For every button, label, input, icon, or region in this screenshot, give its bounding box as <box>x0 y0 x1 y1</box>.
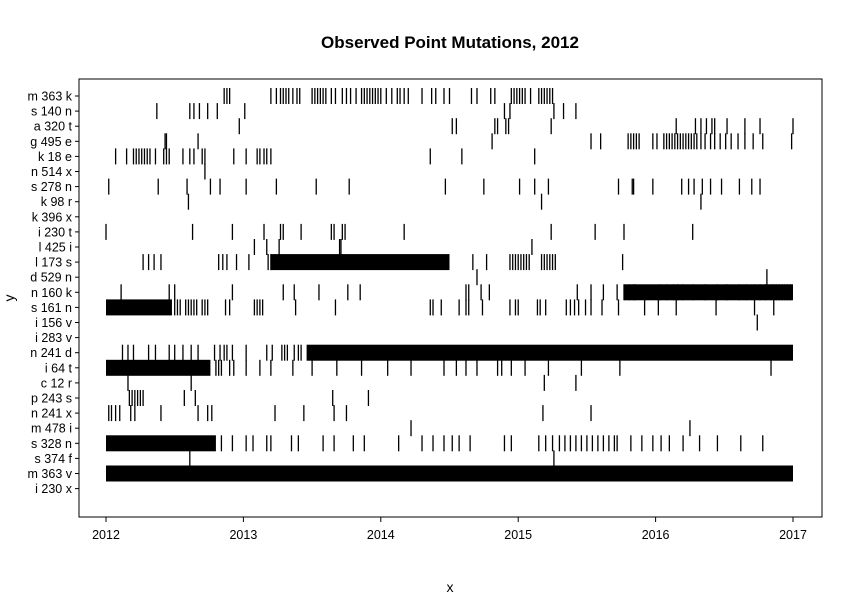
y-category-label: s 374 f <box>34 452 72 466</box>
x-tick-label: 2012 <box>92 528 120 542</box>
y-category-label: m 478 i <box>31 422 72 436</box>
tick-marks-group <box>75 95 79 490</box>
y-category-label: s 140 n <box>31 105 72 119</box>
x-tick-label: 2017 <box>779 528 807 542</box>
y-category-label: k 396 x <box>32 210 73 224</box>
x-tick-label: 2013 <box>229 528 257 542</box>
y-category-label: p 243 s <box>31 392 72 406</box>
y-axis-categories: m 363 ks 140 na 320 tg 495 ek 18 en 514 … <box>28 90 73 497</box>
y-category-label: l 173 s <box>35 256 72 270</box>
y-category-label: i 230 x <box>35 482 73 496</box>
chart-title: Observed Point Mutations, 2012 <box>321 33 579 52</box>
y-category-label: k 98 r <box>41 195 72 209</box>
y-category-label: k 18 e <box>38 150 72 164</box>
y-category-label: a 320 t <box>34 120 73 134</box>
mutation-dense-band <box>106 465 793 482</box>
mutation-dense-band <box>623 284 793 301</box>
x-tick-label: 2014 <box>367 528 395 542</box>
y-category-label: s 161 n <box>31 301 72 315</box>
y-category-label: s 328 n <box>31 437 72 451</box>
y-category-label: n 241 d <box>30 346 72 360</box>
y-category-label: s 278 n <box>31 180 72 194</box>
y-category-label: n 241 x <box>31 407 73 421</box>
data-marks-group <box>105 88 794 482</box>
plot-frame <box>78 78 823 518</box>
mutation-dense-band <box>270 254 450 271</box>
y-category-label: n 160 k <box>31 286 73 300</box>
mutation-dense-band <box>106 359 211 376</box>
y-category-label: i 64 t <box>45 361 73 375</box>
x-axis-ticks: 2012 2013 2014 2015 2016 2017 <box>92 517 807 542</box>
y-category-label: d 529 n <box>30 271 72 285</box>
mutation-dense-band <box>106 299 172 316</box>
y-category-label: i 283 v <box>35 331 73 345</box>
x-tick-label: 2016 <box>642 528 670 542</box>
y-category-label: n 514 x <box>31 165 73 179</box>
y-category-label: i 230 t <box>38 225 73 239</box>
y-category-label: l 425 i <box>39 241 72 255</box>
y-category-label: m 363 k <box>28 90 73 104</box>
y-category-label: g 495 e <box>30 135 72 149</box>
x-axis-label: x <box>447 579 454 595</box>
y-category-label: i 156 v <box>35 316 73 330</box>
x-tick-label: 2015 <box>504 528 532 542</box>
mutation-dense-band <box>106 435 216 452</box>
y-category-label: c 12 r <box>41 376 72 390</box>
y-axis-label: y <box>1 295 17 302</box>
mutation-dense-band <box>306 344 793 361</box>
y-category-label: m 363 v <box>28 467 73 481</box>
